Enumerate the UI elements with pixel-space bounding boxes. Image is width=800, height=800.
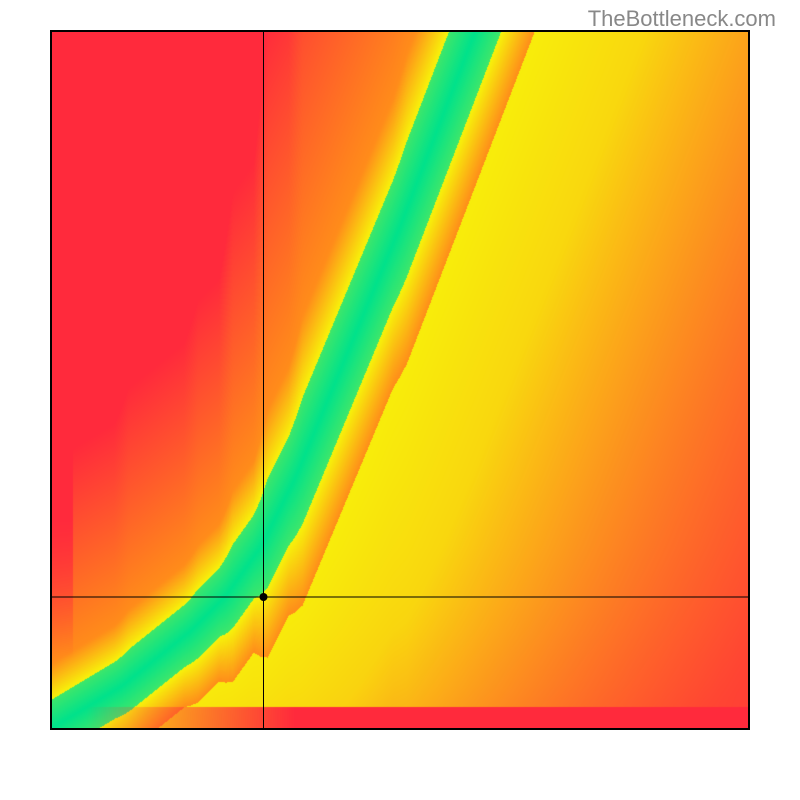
bottleneck-heatmap <box>52 32 748 728</box>
watermark-text: TheBottleneck.com <box>588 6 776 32</box>
